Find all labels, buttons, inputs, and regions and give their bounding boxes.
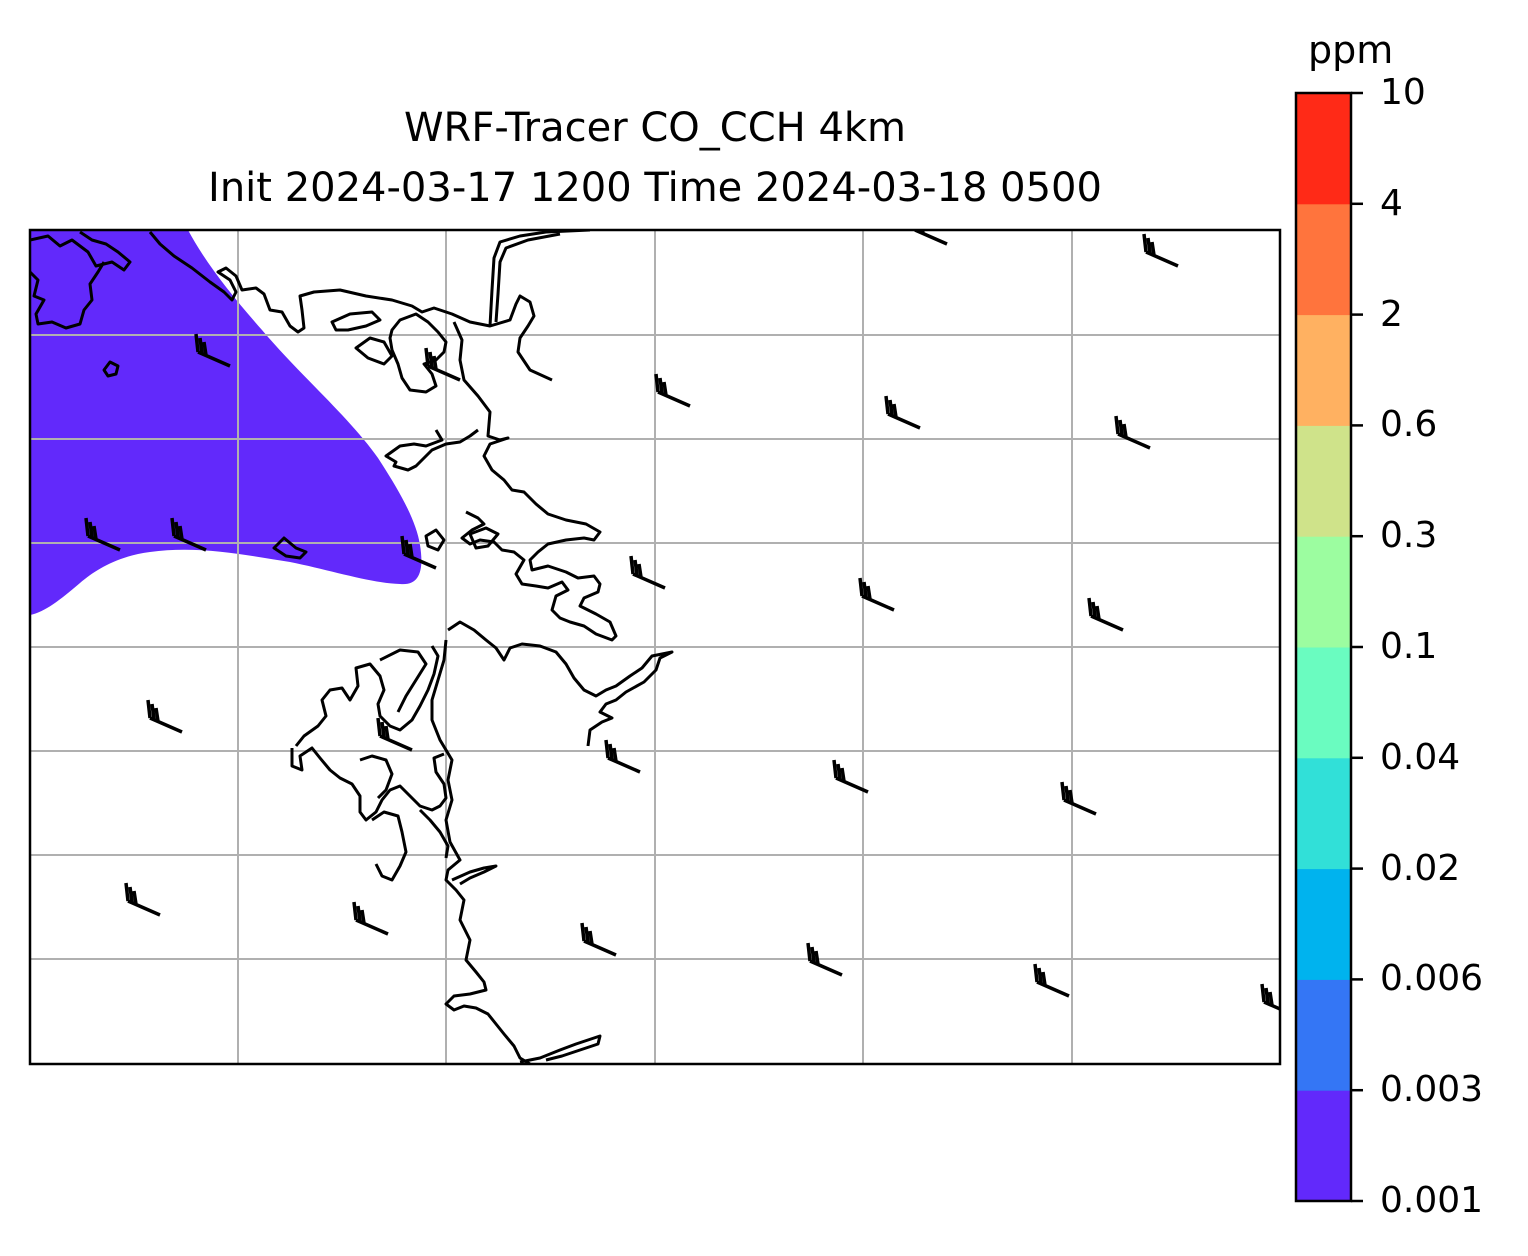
colorbar-tick-label: 2 xyxy=(1380,293,1403,335)
wind-barb xyxy=(913,230,948,246)
coastline-southwest-coast-2 xyxy=(359,754,394,800)
wind-barb xyxy=(1087,597,1124,632)
colorbar-segment xyxy=(1296,757,1351,870)
coastline-north-shore xyxy=(148,231,553,382)
wind-barb xyxy=(352,901,389,936)
wind-barb xyxy=(424,347,461,382)
colorbar-units: ppm xyxy=(1308,28,1394,72)
map-frame xyxy=(28,228,1282,1066)
island-plume-2 xyxy=(102,360,120,378)
colorbar xyxy=(1294,91,1363,1203)
wind-barb xyxy=(1033,963,1070,998)
wind-barbs xyxy=(84,230,1280,1011)
wind-barb xyxy=(1060,781,1097,816)
wind-barb xyxy=(84,517,121,552)
colorbar-segment xyxy=(1296,425,1351,537)
wind-barb xyxy=(832,759,869,794)
wind-barb xyxy=(858,577,895,612)
wind-barb xyxy=(124,882,161,917)
colorbar-tick-label: 10 xyxy=(1380,72,1426,113)
gridlines xyxy=(30,230,1280,1064)
colorbar-tick-label: 0.1 xyxy=(1380,626,1438,667)
wind-barb xyxy=(654,373,691,408)
colorbar-tick-label: 4 xyxy=(1380,182,1403,224)
colorbar-tick-label: 0.3 xyxy=(1380,515,1438,557)
river-north xyxy=(488,230,591,327)
colorbar-tick-label: 0.006 xyxy=(1380,958,1484,1000)
colorbar-tick-label: 0.001 xyxy=(1380,1180,1484,1221)
wind-barb xyxy=(884,395,921,430)
river-north-east-bank xyxy=(494,232,561,323)
colorbar-segment xyxy=(1296,1090,1351,1202)
coastline-south-bank xyxy=(451,864,498,886)
wind-barb xyxy=(629,555,666,590)
colorbar-segment xyxy=(1296,203,1351,316)
coastline-southwest-maze xyxy=(294,645,440,747)
wind-barb xyxy=(170,517,207,552)
island-north-1 xyxy=(330,310,382,332)
coastline-bay-west xyxy=(384,428,479,472)
map-area xyxy=(30,230,1280,1064)
island-plume-1 xyxy=(272,536,308,560)
colorbar-segment xyxy=(1296,314,1351,426)
wind-barb xyxy=(376,717,413,752)
wind-barb xyxy=(146,699,183,734)
island-bay-2 xyxy=(468,526,500,550)
island-bay-1 xyxy=(424,528,446,552)
wind-barb xyxy=(1260,983,1280,1011)
wind-barb xyxy=(400,535,437,570)
colorbar-tick-label: 0.003 xyxy=(1380,1069,1484,1111)
coastline-southwest-coast-3 xyxy=(371,810,408,882)
coastline-south-river xyxy=(430,639,531,1064)
coastline-northwest xyxy=(30,230,132,272)
wind-barb xyxy=(1142,233,1179,268)
colorbar-tick-label: 0.6 xyxy=(1380,404,1438,446)
coastline-bay-center xyxy=(447,620,674,747)
wind-barb xyxy=(194,333,231,368)
coastline-southwest-maze-2 xyxy=(379,648,428,713)
colorbar-segment xyxy=(1296,536,1351,648)
colorbar-tick-label: 0.04 xyxy=(1380,736,1461,778)
coastline-south-mouth xyxy=(519,1034,602,1064)
coastline-inlet-center xyxy=(452,321,618,642)
colorbar-segment xyxy=(1296,93,1351,205)
wind-barb xyxy=(1114,415,1151,450)
colorbar-tick-label: 0.02 xyxy=(1380,847,1461,889)
chart-title: WRF-Tracer CO_CCH 4km xyxy=(403,105,907,151)
wind-barb xyxy=(806,942,843,977)
coastline-northwest-shore xyxy=(30,261,106,330)
colorbar-segment xyxy=(1296,979,1351,1091)
coastline-southwest-coast-4 xyxy=(418,808,450,859)
wind-barb xyxy=(580,922,617,957)
chart-subtitle: Init 2024-03-17 1200 Time 2024-03-18 050… xyxy=(208,165,1102,211)
coastline-southwest-coast xyxy=(290,746,448,822)
wind-barb xyxy=(604,739,641,774)
colorbar-segment xyxy=(1296,647,1351,759)
tracer-plume xyxy=(30,230,422,615)
island-north-2 xyxy=(354,336,394,366)
coastline-inlet-west xyxy=(388,312,448,394)
colorbar-segment xyxy=(1296,868,1351,980)
coastlines xyxy=(30,230,674,1064)
